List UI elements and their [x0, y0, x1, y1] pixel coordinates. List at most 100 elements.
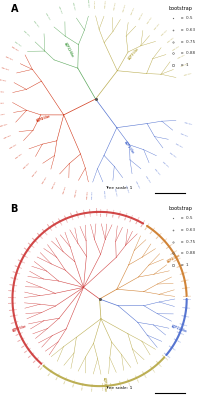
- Text: MmAQP: MmAQP: [8, 303, 16, 304]
- Text: o  0.88: o 0.88: [181, 52, 195, 56]
- Text: MmAQP: MmAQP: [33, 356, 40, 363]
- Text: MmAQP: MmAQP: [161, 354, 168, 361]
- Text: MmAQP: MmAQP: [9, 144, 17, 150]
- Text: MmAQP: MmAQP: [107, 207, 109, 216]
- Text: MmAQP: MmAQP: [155, 360, 162, 368]
- Text: MmAQP: MmAQP: [46, 224, 52, 232]
- Text: MmAQP: MmAQP: [19, 253, 28, 258]
- Text: o  0.75: o 0.75: [181, 40, 195, 44]
- Text: MmAQP: MmAQP: [148, 366, 154, 374]
- Text: MmAQP: MmAQP: [125, 185, 129, 194]
- Text: MmAQP: MmAQP: [32, 169, 38, 177]
- Text: MmAQP: MmAQP: [181, 63, 189, 67]
- Text: Tree scale: 1: Tree scale: 1: [106, 386, 133, 390]
- Text: MmAQP: MmAQP: [162, 161, 169, 168]
- Text: MmAQP: MmAQP: [58, 6, 62, 14]
- Text: MmAQP: MmAQP: [3, 134, 12, 139]
- Text: MmAQP: MmAQP: [173, 257, 182, 262]
- Text: MmAQP: MmAQP: [139, 11, 144, 20]
- Text: MmAQP: MmAQP: [23, 162, 30, 168]
- Text: AQP4-like: AQP4-like: [166, 252, 181, 263]
- Text: MmAQP: MmAQP: [135, 180, 140, 189]
- Text: MmAQP: MmAQP: [145, 175, 151, 183]
- Text: MmAQP: MmAQP: [88, 208, 90, 216]
- Text: MmAQP: MmAQP: [27, 242, 34, 248]
- Text: MmAQP: MmAQP: [181, 279, 190, 282]
- Text: AQP11-like: AQP11-like: [171, 323, 188, 333]
- Text: MmAQP: MmAQP: [144, 222, 150, 230]
- Text: MmAQP: MmAQP: [180, 132, 188, 137]
- Text: MmAQP: MmAQP: [176, 331, 185, 335]
- Text: MmAQP: MmAQP: [64, 376, 68, 384]
- Text: MmAQP: MmAQP: [5, 56, 13, 61]
- Text: MmAQP: MmAQP: [8, 308, 17, 311]
- Text: MmAQP: MmAQP: [182, 287, 191, 290]
- Text: MmAQP: MmAQP: [12, 271, 20, 274]
- Text: MmAQP: MmAQP: [113, 1, 116, 10]
- Text: o  0.5: o 0.5: [181, 16, 192, 20]
- Text: MmAQP: MmAQP: [95, 0, 96, 8]
- Text: MmAQP: MmAQP: [131, 7, 135, 16]
- Text: B: B: [11, 204, 18, 214]
- Text: MmAQP: MmAQP: [92, 190, 93, 199]
- Text: o  0.63: o 0.63: [181, 228, 195, 232]
- Text: MmAQP: MmAQP: [182, 307, 191, 309]
- Text: o  0.5: o 0.5: [181, 216, 192, 220]
- Text: MmAQP: MmAQP: [177, 54, 185, 59]
- Text: MmAQP: MmAQP: [75, 210, 78, 219]
- Text: MmAQP: MmAQP: [183, 298, 192, 300]
- Text: MmAQP: MmAQP: [0, 124, 8, 128]
- Text: MmAQP: MmAQP: [161, 237, 168, 244]
- Text: MmAQP: MmAQP: [33, 20, 40, 28]
- Text: MmAQP: MmAQP: [126, 378, 130, 386]
- Text: AQP4-like: AQP4-like: [36, 114, 51, 122]
- Text: MmAQP: MmAQP: [23, 247, 31, 253]
- Text: AQP1-like: AQP1-like: [124, 140, 136, 155]
- Text: bootstrap: bootstrap: [169, 206, 193, 211]
- Text: MmAQP: MmAQP: [183, 122, 192, 126]
- Text: MmAQP: MmAQP: [0, 79, 6, 82]
- Text: MmAQP: MmAQP: [63, 185, 67, 194]
- Text: MmAQP: MmAQP: [175, 143, 183, 148]
- Text: MmAQP: MmAQP: [172, 45, 180, 51]
- Text: MmAQP: MmAQP: [10, 277, 19, 280]
- Text: AQP11-like: AQP11-like: [64, 42, 75, 58]
- Text: MmAQP: MmAQP: [109, 382, 111, 390]
- Text: MmAQP: MmAQP: [135, 216, 140, 224]
- Text: MmAQP: MmAQP: [74, 188, 77, 197]
- Text: MmAQP: MmAQP: [104, 0, 106, 8]
- Text: MmAQP: MmAQP: [100, 382, 102, 391]
- Text: MmAQP: MmAQP: [0, 113, 6, 116]
- Text: AQP3-like: AQP3-like: [103, 376, 108, 392]
- Text: MmAQP: MmAQP: [114, 188, 117, 197]
- Text: MmAQP: MmAQP: [51, 220, 57, 228]
- Text: MmAQP: MmAQP: [124, 211, 128, 220]
- Text: MmAQP: MmAQP: [15, 153, 23, 159]
- Text: MmAQP: MmAQP: [9, 284, 18, 286]
- Text: MmAQP: MmAQP: [40, 228, 47, 235]
- Text: MmAQP: MmAQP: [172, 338, 181, 344]
- Text: MmAQP: MmAQP: [81, 208, 84, 218]
- Text: MmAQP: MmAQP: [86, 190, 88, 199]
- Text: MmAQP: MmAQP: [12, 326, 21, 330]
- Text: MmAQP: MmAQP: [119, 210, 122, 218]
- Text: MmAQP: MmAQP: [0, 91, 5, 92]
- Text: MmAQP: MmAQP: [16, 258, 25, 264]
- Text: MmAQP: MmAQP: [161, 29, 168, 36]
- Text: MmAQP: MmAQP: [55, 372, 61, 380]
- Text: bootstrap: bootstrap: [169, 6, 193, 11]
- Text: MmAQP: MmAQP: [176, 264, 185, 268]
- Text: MmAQP: MmAQP: [23, 30, 30, 37]
- Text: MmAQP: MmAQP: [86, 0, 88, 8]
- Text: MmAQP: MmAQP: [21, 342, 29, 348]
- Text: MmAQP: MmAQP: [95, 207, 96, 216]
- Text: MmAQP: MmAQP: [15, 332, 23, 336]
- Text: MmAQP: MmAQP: [8, 296, 16, 298]
- Text: MmAQP: MmAQP: [72, 2, 75, 10]
- Text: MmAQP: MmAQP: [154, 22, 161, 30]
- Text: o  0.88: o 0.88: [181, 252, 195, 256]
- Text: MmAQP: MmAQP: [47, 368, 53, 376]
- Text: AQP1-like: AQP1-like: [12, 324, 27, 332]
- Text: MmAQP: MmAQP: [134, 374, 138, 383]
- Text: MmAQP: MmAQP: [122, 3, 126, 12]
